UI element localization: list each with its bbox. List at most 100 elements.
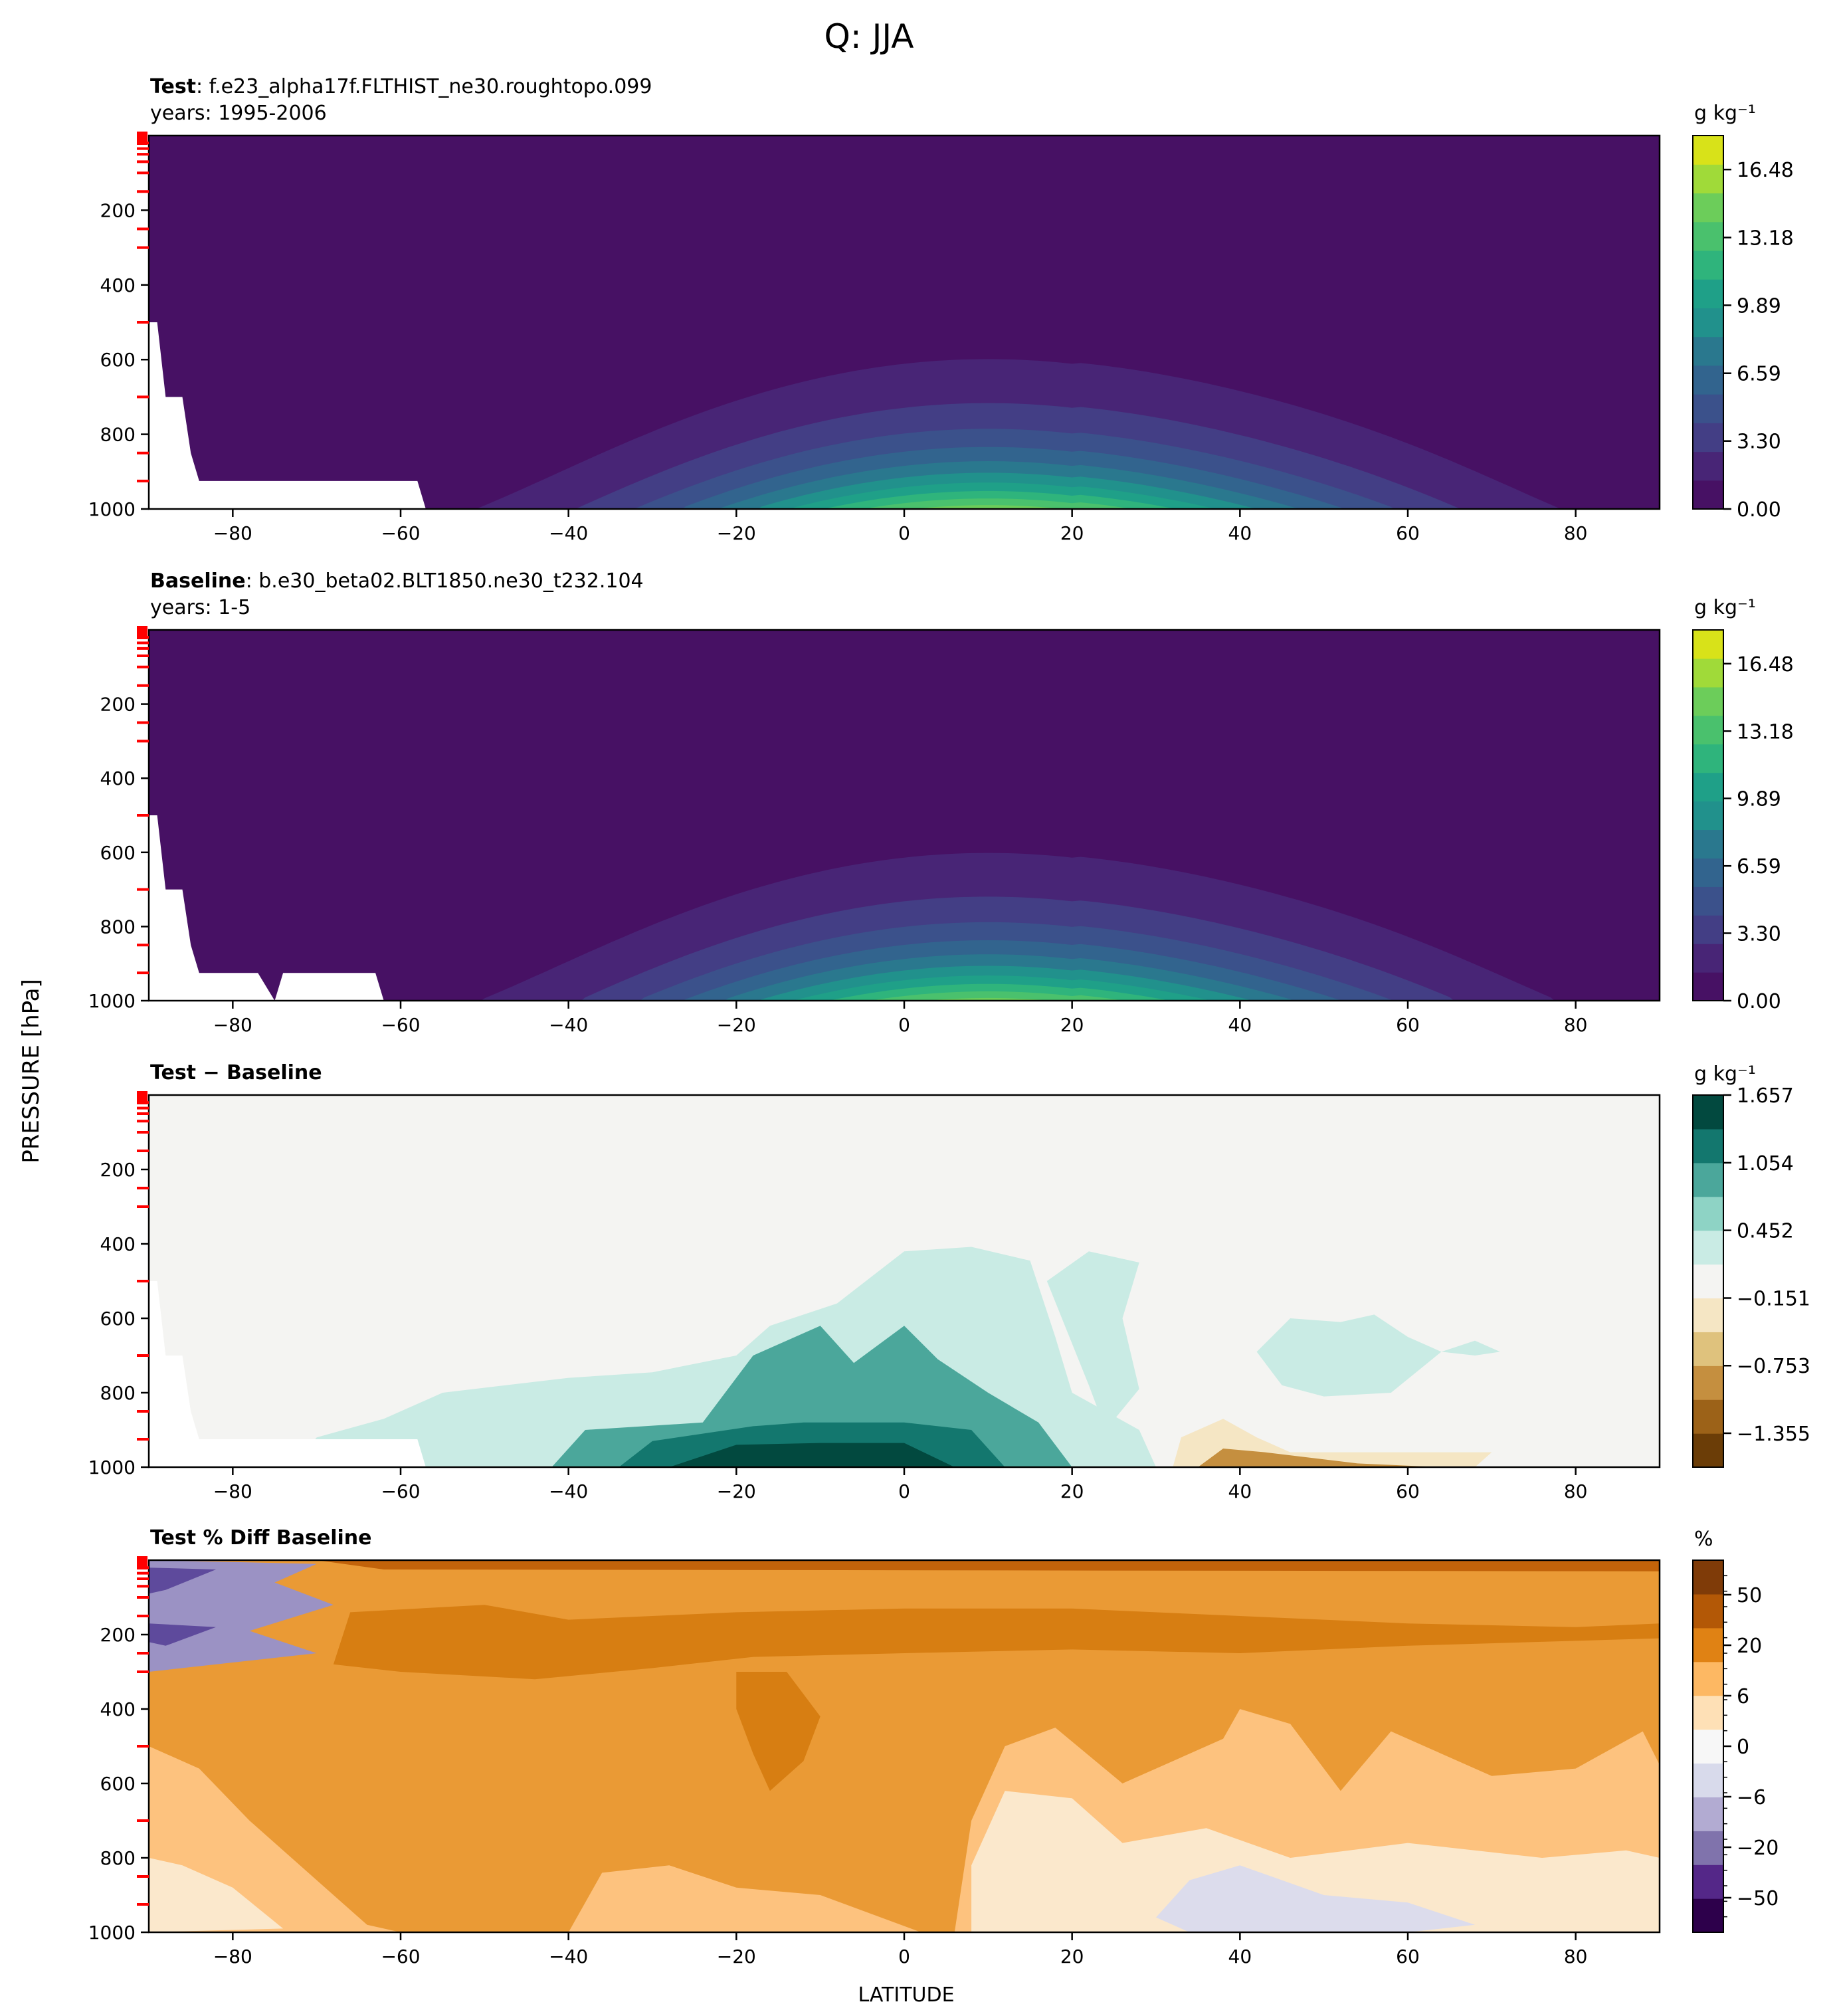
colorbar-segment (1693, 1365, 1723, 1400)
x-tick-label: 0 (898, 1946, 910, 1967)
x-tick-label: 40 (1228, 1946, 1252, 1967)
y-tick-label: 400 (100, 767, 136, 789)
x-tick-label: 80 (1564, 1946, 1588, 1967)
diff-negative-nh-deep (1198, 1449, 1442, 1467)
colorbar-segment (1693, 394, 1723, 423)
colorbar-segment (1693, 365, 1723, 395)
colorbar-segment (1693, 858, 1723, 887)
colorbar-tick-label: 6 (1737, 1685, 1749, 1708)
colorbar-segment (1693, 1162, 1723, 1197)
colorbar-segment (1693, 451, 1723, 481)
panel-baseline: Baseline: b.e30_beta02.BLT1850.ne30_t232… (88, 569, 1794, 1036)
y-tick-label: 800 (100, 1382, 136, 1404)
panel-baseline-title-rest: : b.e30_beta02.BLT1850.ne30_t232.104 (246, 569, 644, 593)
y-tick-label: 1000 (88, 1457, 136, 1478)
y-tick-label: 1000 (88, 498, 136, 520)
x-tick-label: −20 (717, 522, 756, 544)
x-tick-label: −60 (381, 522, 420, 544)
colorbar-segment (1693, 1763, 1723, 1797)
y-tick-label: 800 (100, 916, 136, 938)
colorbar-segment (1693, 1128, 1723, 1163)
x-tick-label: 80 (1564, 1014, 1588, 1036)
x-tick-label: −80 (213, 1946, 252, 1967)
contour-band (868, 498, 1131, 509)
x-tick-label: −20 (717, 1480, 756, 1502)
y-tick-label: 200 (100, 1159, 136, 1181)
x-tick-label: 20 (1060, 1946, 1084, 1967)
surface-mask (149, 815, 384, 1001)
x-tick-label: 80 (1564, 1480, 1588, 1502)
panel-test-title-rest: : f.e23_alpha17f.FLTHIST_ne30.roughtopo.… (196, 75, 652, 98)
panel-difference: Test − Baseline −80 −60 −40 −20 0 20 40 60 80 200… (88, 1061, 1810, 1502)
panel-test-axes: −80 −60 −40 −20 0 20 40 60 80 200 400 600 800 1000 (88, 132, 1587, 544)
panel-baseline-colorbar: 16.48 13.18 9.89 6.59 3.30 0.00 (1692, 629, 1794, 1013)
colorbar-segment (1693, 1095, 1723, 1130)
y-tick-label: 600 (100, 1773, 136, 1795)
colorbar-tick-label: 20 (1737, 1635, 1762, 1658)
y-tick-label: 200 (100, 694, 136, 716)
x-tick-label: 60 (1396, 1014, 1420, 1036)
panel-test-title-bold: Test (150, 75, 196, 98)
colorbar-tick-label: 3.30 (1737, 922, 1781, 946)
diff-positive-nh-mid (1256, 1314, 1442, 1397)
colorbar-segment (1693, 1627, 1723, 1663)
y-tick-label: 600 (100, 842, 136, 864)
colorbar-segment (1693, 1264, 1723, 1299)
colorbar-segment (1693, 1399, 1723, 1434)
panel-percent-diff-axes: −80 −60 −40 −20 0 20 40 60 80 200 400 600 800 1000 (88, 1556, 1588, 1967)
colorbar-segment (1693, 686, 1723, 716)
surface-mask (149, 322, 426, 509)
x-axis-label: LATITUDE (858, 1983, 954, 2007)
panel-percent-diff-colorbar: 50 20 6 0 −6 −20 −50 (1692, 1560, 1779, 1933)
y-tick-label: 200 (100, 1624, 136, 1646)
pct-lavender-nh (1156, 1865, 1476, 1932)
pct-purple-deep-2 (149, 1623, 217, 1646)
x-tick-label: 40 (1228, 1480, 1252, 1502)
colorbar-segment (1693, 1898, 1723, 1933)
panel-baseline-years: years: 1-5 (150, 596, 250, 619)
x-tick-label: −40 (549, 522, 588, 544)
colorbar-segment (1693, 423, 1723, 453)
surface-mask (149, 1281, 426, 1467)
colorbar-tick-label: 16.48 (1737, 653, 1794, 676)
panel-difference-colorbar: 1.657 1.054 0.452 −0.151 −0.753 −1.355 (1692, 1084, 1810, 1468)
colorbar-segment (1693, 250, 1723, 280)
panel-percent-diff-colorbar-units: % (1694, 1528, 1713, 1551)
panel-difference-field (149, 1095, 1660, 1467)
colorbar-frame (1692, 1094, 1724, 1468)
panel-baseline-colorbar-units: g kg⁻¹ (1694, 596, 1756, 619)
colorbar-segment (1693, 308, 1723, 338)
colorbar-tick-label: 13.18 (1737, 227, 1794, 250)
panel-difference-axes: −80 −60 −40 −20 0 20 40 60 80 200 400 600 800 1000 (88, 1091, 1588, 1502)
pct-light-orange-mid (568, 1865, 921, 1932)
y-tick-label: 1000 (88, 1922, 136, 1944)
y-tick-label: 600 (100, 1308, 136, 1330)
x-tick-label: 60 (1396, 1946, 1420, 1967)
colorbar-segment (1693, 1593, 1723, 1629)
panel-baseline-field (149, 630, 1660, 1001)
colorbar-segment (1693, 1433, 1723, 1468)
y-tick-label: 400 (100, 274, 136, 296)
colorbar-tick-label: 16.48 (1737, 159, 1794, 182)
x-tick-label: 60 (1396, 1480, 1420, 1502)
y-tick-label: 1000 (88, 990, 136, 1012)
x-tick-label: −20 (717, 1946, 756, 1967)
model-level-marker (137, 1556, 147, 1569)
diff-positive-peak (669, 1443, 955, 1467)
model-level-marker (137, 626, 147, 639)
colorbar-segment (1693, 1831, 1723, 1865)
colorbar-segment (1693, 336, 1723, 366)
colorbar-segment (1693, 772, 1723, 802)
colorbar-tick-label: −50 (1737, 1887, 1779, 1910)
colorbar-tick-label: −6 (1737, 1786, 1766, 1809)
diff-positive-nh-patch (1441, 1340, 1500, 1356)
colorbar-tick-label: 6.59 (1737, 363, 1781, 386)
panel-percent-diff-field (149, 1560, 1660, 1932)
colorbar-segment (1693, 480, 1723, 510)
diff-positive-nh-tongue (1046, 1251, 1139, 1430)
contour-band (912, 505, 1064, 509)
panel-test-years: years: 1995-2006 (150, 102, 327, 125)
x-tick-label: −60 (381, 1946, 420, 1967)
colorbar-frame (1692, 629, 1724, 1001)
colorbar-tick-label: −1.355 (1737, 1423, 1810, 1446)
